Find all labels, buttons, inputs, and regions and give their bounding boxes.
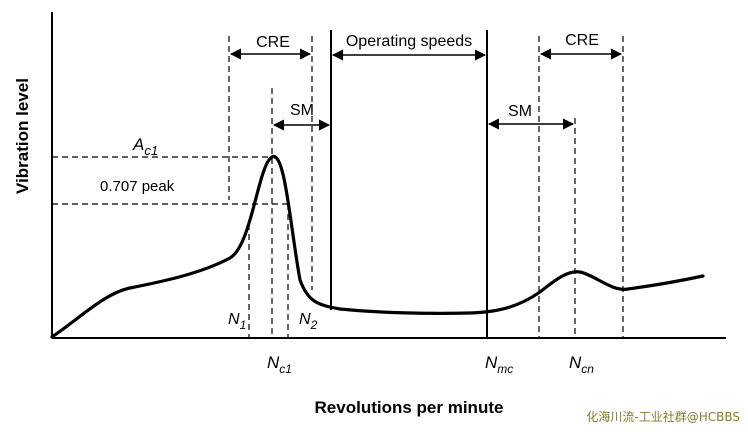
sm-left-label: SM bbox=[290, 102, 314, 119]
operating-speeds-label: Operating speeds bbox=[346, 33, 472, 50]
n2-label: N2 bbox=[299, 311, 318, 332]
y-axis-title: Vibration level bbox=[13, 78, 32, 194]
n1-label: N1 bbox=[228, 311, 246, 332]
sm-right-label: SM bbox=[508, 103, 532, 120]
cre-right-label: CRE bbox=[565, 32, 599, 49]
watermark: 化海川流-工业社群@HCBBS bbox=[586, 409, 740, 424]
ncn-label: Ncn bbox=[569, 353, 594, 376]
response-curve bbox=[50, 155, 705, 339]
half-power-label: 0.707 peak bbox=[100, 178, 175, 195]
nmc-label: Nmc bbox=[485, 353, 513, 376]
nc1-label: Nc1 bbox=[267, 353, 292, 376]
cre-left-label: CRE bbox=[256, 34, 290, 51]
peak-amplitude-label: Ac1 bbox=[132, 135, 158, 158]
x-axis-title: Revolutions per minute bbox=[315, 398, 504, 417]
